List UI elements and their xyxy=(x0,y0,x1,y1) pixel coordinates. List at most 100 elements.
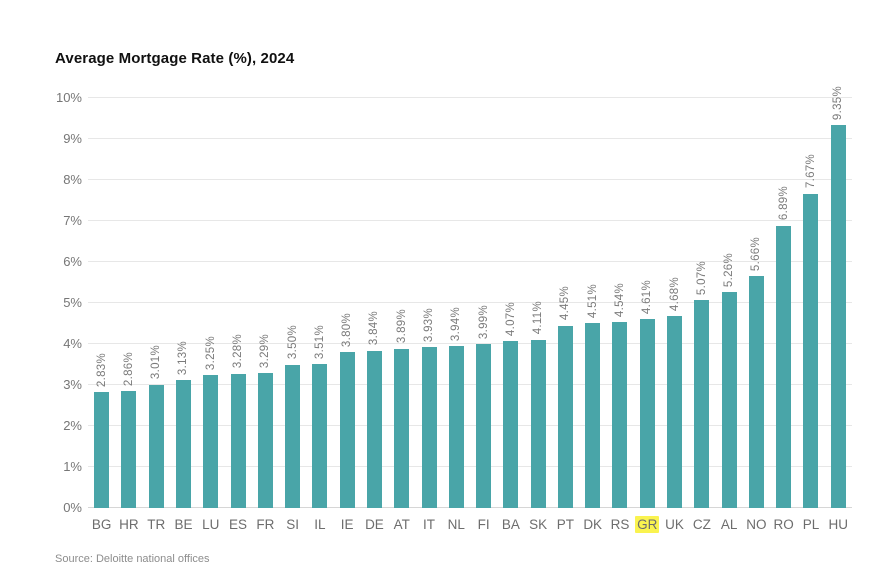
x-tick-label: GR xyxy=(634,516,661,533)
bar-cell: 3.89% xyxy=(388,309,415,508)
x-label-text: BE xyxy=(174,517,193,532)
x-label-text: HR xyxy=(119,517,139,532)
y-tick-label: 7% xyxy=(63,213,82,228)
x-label-text: DE xyxy=(365,517,384,532)
x-tick-label: DE xyxy=(361,517,388,532)
gridline xyxy=(88,302,852,303)
bar xyxy=(776,225,792,508)
y-tick-label: 0% xyxy=(63,500,82,515)
bar-cell: 5.07% xyxy=(688,261,715,508)
x-label-text: DK xyxy=(583,517,603,532)
bar-cell: 3.25% xyxy=(197,336,224,508)
bar xyxy=(503,341,519,508)
x-label-text: BA xyxy=(501,517,520,532)
bar xyxy=(148,384,164,508)
bar xyxy=(585,323,601,508)
y-tick-label: 3% xyxy=(63,377,82,392)
x-label-text: BG xyxy=(91,517,112,532)
x-label-text: SK xyxy=(529,517,548,532)
x-axis: BG HR TR BE LU ES FR SI IL IE DE AT IT NL FI BA SK PT DK RS… xyxy=(88,516,852,533)
y-tick-label: 5% xyxy=(63,295,82,310)
bar-value-label: 3.29% xyxy=(259,334,272,369)
bar xyxy=(830,124,846,508)
gridline xyxy=(88,466,852,467)
x-tick-label: HR xyxy=(115,517,142,532)
x-label-text: LU xyxy=(202,517,220,532)
bar-value-label: 5.26% xyxy=(723,253,736,288)
bar-value-label: 4.51% xyxy=(586,283,599,319)
x-tick-label: BG xyxy=(88,517,115,532)
x-label-text: HU xyxy=(828,517,848,532)
bar-value-label: 5.66% xyxy=(750,236,763,271)
x-tick-label: RO xyxy=(770,517,797,532)
bar-cell: 3.99% xyxy=(470,305,497,508)
x-label-text: TR xyxy=(147,517,166,532)
x-label-text: FR xyxy=(256,517,275,532)
bar-cell: 4.54% xyxy=(606,283,633,508)
x-tick-label: CZ xyxy=(688,517,715,532)
bar-cell: 3.28% xyxy=(224,334,251,508)
bar xyxy=(667,316,683,508)
bar xyxy=(803,193,819,508)
bar-cell: 2.86% xyxy=(115,352,142,508)
x-label-text: SI xyxy=(286,517,299,532)
x-label-text: AT xyxy=(393,517,410,532)
gridline xyxy=(88,220,852,221)
bar-value-label: 3.94% xyxy=(450,307,463,342)
bar xyxy=(639,319,655,508)
x-tick-label: SI xyxy=(279,517,306,532)
bar-cell: 3.13% xyxy=(170,341,197,508)
bar-value-label: 4.07% xyxy=(504,302,517,337)
source-note: Source: Deloitte national offices xyxy=(55,553,210,565)
bar-value-label: 3.13% xyxy=(177,340,190,375)
x-tick-label: NL xyxy=(443,517,470,532)
y-tick-label: 9% xyxy=(63,131,82,146)
bar-cell: 9.35% xyxy=(825,86,852,508)
bar-cell: 4.45% xyxy=(552,286,579,508)
x-label-text: IL xyxy=(314,517,326,532)
x-tick-label: BE xyxy=(170,517,197,532)
x-tick-label: BA xyxy=(497,517,524,532)
bar-cell: 3.84% xyxy=(361,311,388,508)
gridline xyxy=(88,384,852,385)
bar xyxy=(476,344,492,508)
bar xyxy=(121,390,137,508)
bar-value-label: 3.84% xyxy=(368,311,381,346)
x-tick-label: ES xyxy=(224,517,251,532)
plot-area: 2.83% 2.86% 3.01% 3.13% 3.25% 3.28% 3.29% 3.50%… xyxy=(88,86,852,508)
x-label-text: PT xyxy=(556,517,575,532)
bar-cell: 2.83% xyxy=(88,353,115,508)
x-tick-label: AL xyxy=(715,517,742,532)
bar xyxy=(530,339,546,508)
bar xyxy=(448,346,464,508)
chart-title: Average Mortgage Rate (%), 2024 xyxy=(55,50,295,67)
x-label-text: ES xyxy=(229,517,248,532)
y-tick-label: 4% xyxy=(63,336,82,351)
x-tick-label: TR xyxy=(143,517,170,532)
bars: 2.83% 2.86% 3.01% 3.13% 3.25% 3.28% 3.29% 3.50%… xyxy=(88,86,852,508)
bar xyxy=(366,350,382,508)
bar xyxy=(175,379,191,508)
bar xyxy=(312,364,328,508)
gridline xyxy=(88,97,852,98)
bar xyxy=(94,391,110,508)
gridline xyxy=(88,261,852,262)
bar-value-label: 3.89% xyxy=(395,309,408,344)
bar-value-label: 2.83% xyxy=(95,352,108,387)
x-label-text: UK xyxy=(665,517,684,532)
bar-value-label: 3.28% xyxy=(232,334,245,369)
bar-value-label: 5.07% xyxy=(695,261,708,296)
x-tick-label: IT xyxy=(415,517,442,532)
bar-value-label: 3.50% xyxy=(286,325,299,360)
bar-value-label: 3.80% xyxy=(341,313,354,348)
gridline xyxy=(88,507,852,508)
bar-value-label: 4.61% xyxy=(641,279,654,314)
bar-cell: 3.50% xyxy=(279,325,306,508)
x-label-text: PL xyxy=(802,517,820,532)
bar-cell: 4.11% xyxy=(525,301,552,508)
bar xyxy=(257,373,273,508)
x-label-text: FI xyxy=(477,517,490,532)
bar-cell: 3.94% xyxy=(443,307,470,508)
y-axis: 0% 1% 2% 3% 4% 5% 6% 7% 8% 9% 10% xyxy=(38,90,82,515)
